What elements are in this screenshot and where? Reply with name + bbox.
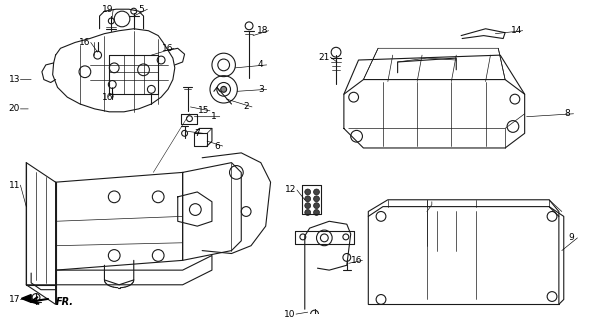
Text: 9: 9 — [569, 233, 574, 242]
Text: 17: 17 — [9, 295, 20, 304]
Text: 7: 7 — [194, 129, 200, 138]
Circle shape — [305, 210, 311, 215]
Text: 13: 13 — [9, 75, 20, 84]
Text: 8: 8 — [565, 109, 570, 118]
Polygon shape — [21, 295, 31, 302]
Text: 21: 21 — [319, 52, 330, 61]
Text: 15: 15 — [199, 106, 210, 115]
Text: 11: 11 — [9, 180, 20, 190]
Circle shape — [305, 189, 311, 195]
Text: 5: 5 — [139, 5, 144, 14]
Text: 12: 12 — [285, 186, 297, 195]
Text: 10: 10 — [284, 310, 296, 319]
Circle shape — [305, 196, 311, 202]
Text: 16: 16 — [162, 44, 174, 53]
Text: 16: 16 — [351, 256, 362, 265]
Circle shape — [314, 203, 320, 209]
Text: 19: 19 — [102, 5, 113, 14]
Text: 14: 14 — [511, 26, 522, 35]
Text: 4: 4 — [258, 60, 264, 69]
Circle shape — [221, 86, 226, 92]
Circle shape — [314, 196, 320, 202]
Circle shape — [305, 203, 311, 209]
Circle shape — [314, 210, 320, 215]
Text: 16: 16 — [79, 38, 90, 47]
Text: 3: 3 — [258, 85, 264, 94]
Text: FR.: FR. — [56, 297, 74, 308]
Circle shape — [314, 189, 320, 195]
Text: 16: 16 — [102, 93, 113, 102]
Text: 20: 20 — [9, 104, 20, 113]
Text: 2: 2 — [243, 102, 249, 111]
Text: 1: 1 — [211, 112, 217, 121]
Text: 6: 6 — [214, 141, 220, 150]
Text: 18: 18 — [257, 26, 268, 35]
